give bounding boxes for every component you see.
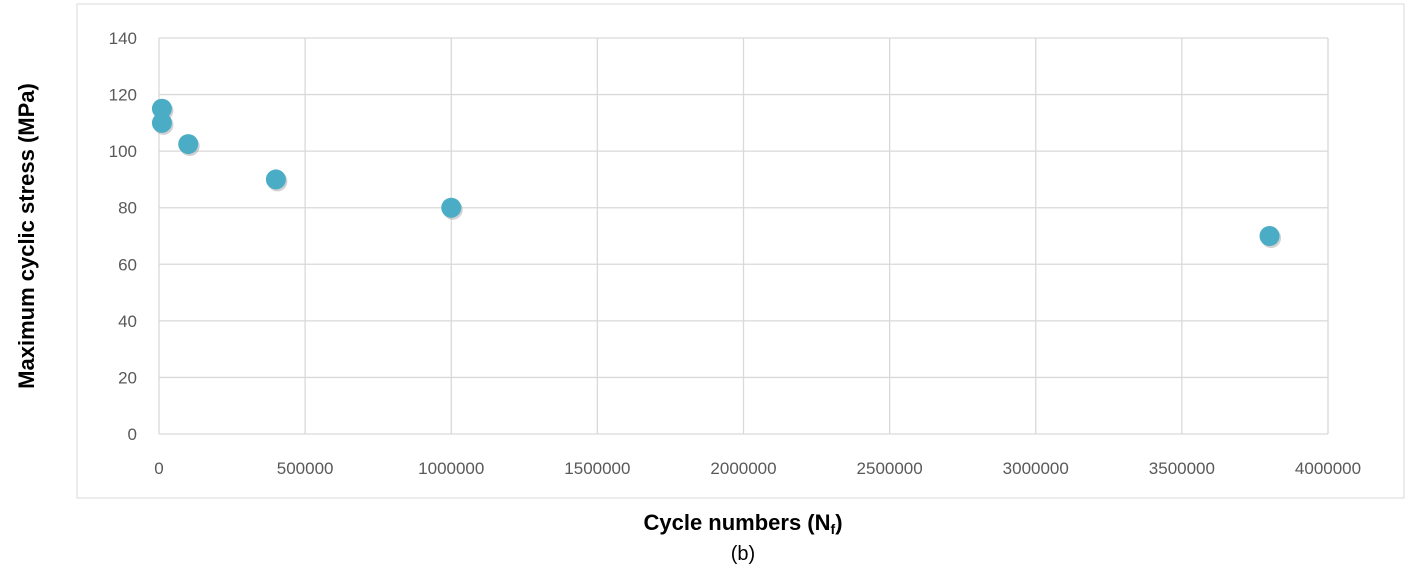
- y-tick-label: 100: [109, 142, 137, 161]
- x-tick-label: 2500000: [857, 459, 923, 478]
- y-tick-label: 140: [109, 29, 137, 48]
- data-point: [1259, 226, 1282, 248]
- data-point: [441, 197, 463, 220]
- y-tick-label: 0: [128, 425, 137, 444]
- figure-caption: (b): [731, 543, 755, 565]
- x-tick-label: 4000000: [1295, 459, 1361, 478]
- y-tick-label: 40: [118, 312, 137, 331]
- data-point-marker: [441, 197, 462, 218]
- y-axis-title: Maximum cyclic stress (MPa): [14, 83, 39, 389]
- grid: [158, 37, 1329, 435]
- x-axis-title-main: Cycle numbers (N: [643, 510, 830, 535]
- data-point-marker: [151, 98, 172, 119]
- data-point-marker: [178, 134, 199, 155]
- y-tick-label: 120: [109, 86, 137, 105]
- data-point-marker: [151, 112, 172, 133]
- data-point: [151, 112, 174, 135]
- x-tick-label: 3500000: [1149, 459, 1215, 478]
- data-point: [265, 169, 288, 192]
- data-point-marker: [1259, 226, 1280, 246]
- x-axis-title-subscript: f: [831, 521, 836, 537]
- y-tick-label: 20: [118, 368, 137, 387]
- data-points: [151, 98, 1282, 248]
- x-tick-label: 1000000: [418, 459, 484, 478]
- x-tick-label: 2000000: [710, 459, 776, 478]
- y-tick-label: 80: [118, 199, 137, 218]
- x-axis-title-suffix: ): [835, 510, 842, 535]
- x-tick-label: 3000000: [1003, 459, 1069, 478]
- data-point-marker: [265, 169, 286, 190]
- tick-labels: 0 20 40 60 80 100 120 140 0 500000 1000000 1500000 2…: [109, 29, 1361, 478]
- y-tick-label: 60: [118, 255, 137, 274]
- chart-frame: [76, 3, 1405, 499]
- x-tick-label: 1500000: [564, 459, 630, 478]
- x-tick-label: 500000: [277, 459, 334, 478]
- data-point: [178, 134, 200, 157]
- x-axis-title: Cycle numbers (Nf): [643, 510, 842, 537]
- x-tick-label: 0: [154, 459, 163, 478]
